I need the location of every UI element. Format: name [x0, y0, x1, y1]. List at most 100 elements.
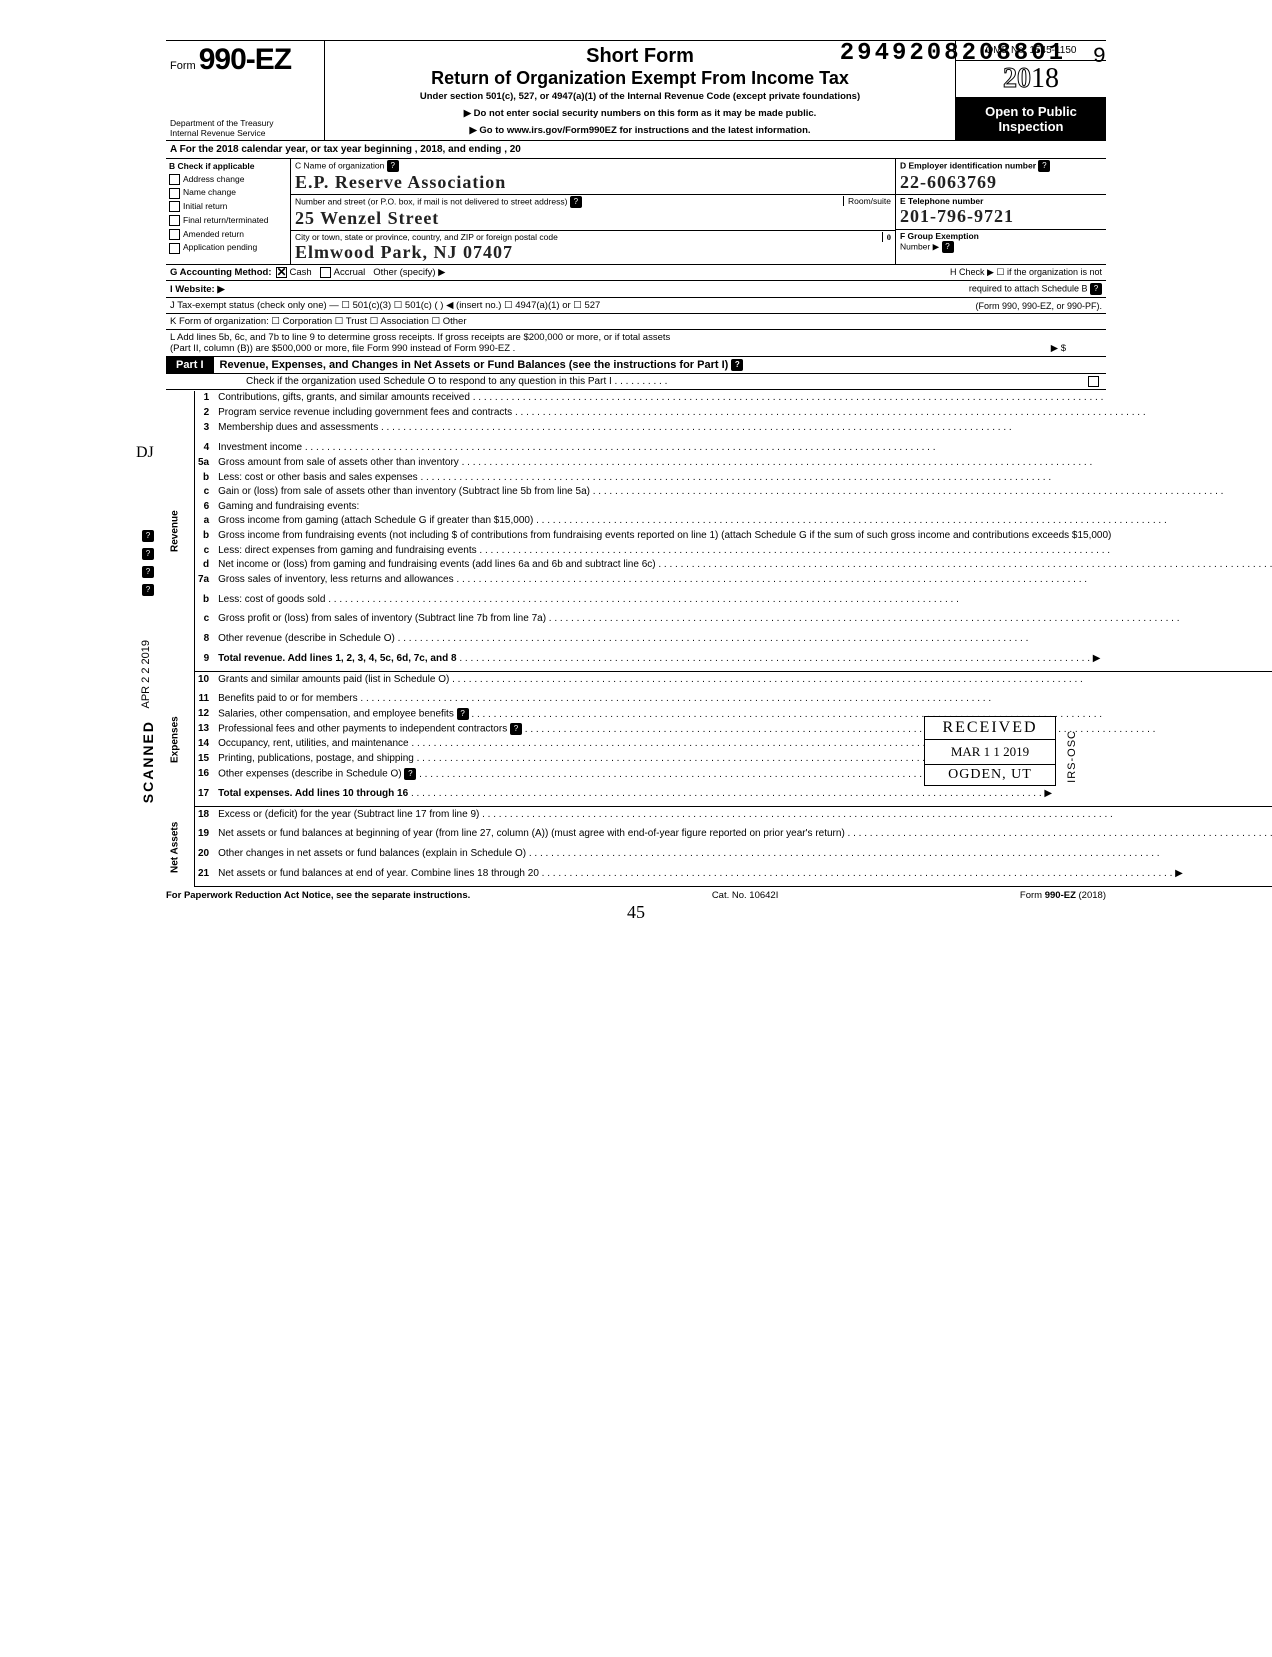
ein-label: D Employer identification number — [900, 160, 1036, 170]
stamp-date: MAR 1 1 2019 — [925, 740, 1055, 765]
footer-right: Form 990-EZ (2018) — [1020, 890, 1106, 901]
chk-cash[interactable] — [276, 267, 287, 278]
group-label2: Number ▶ — [900, 241, 939, 251]
line-no: b — [195, 528, 216, 543]
help-icon: ? — [387, 160, 399, 172]
line-13: 13 Professional fees and other payments … — [166, 722, 1272, 737]
line-19: 19 Net assets or fund balances at beginn… — [166, 827, 1272, 847]
line-no: 12 — [195, 707, 216, 722]
col-c-name-address: C Name of organization ? E.P. Reserve As… — [291, 159, 895, 264]
help-icon: ? — [942, 241, 954, 253]
chk-amended-return[interactable]: Amended return — [169, 229, 287, 240]
open-public: Open to Public Inspection — [956, 98, 1106, 140]
h-note1: H Check ▶ ☐ if the organization is not — [950, 267, 1102, 278]
g-label: G Accounting Method: — [170, 267, 272, 278]
part1-tab: Part I — [166, 357, 214, 373]
chk-accrual[interactable] — [320, 267, 331, 278]
chk-initial-return[interactable]: Initial return — [169, 201, 287, 212]
org-name-label: C Name of organization — [295, 160, 384, 170]
group-exemption-cell: F Group Exemption Number ▶ ? — [896, 230, 1106, 264]
row-a-tax-year: A For the 2018 calendar year, or tax yea… — [166, 141, 1106, 159]
form-number: Form 990-EZ — [170, 43, 320, 77]
line-no: 1 — [195, 391, 216, 406]
k-text: K Form of organization: ☐ Corporation ☐ … — [170, 316, 467, 327]
line-6b: b Gross income from fundraising events (… — [166, 528, 1272, 543]
scanned-stamp: SCANNED — [140, 720, 156, 803]
line-no: a — [195, 514, 216, 529]
scan-date: APR 2 2 2019 — [140, 640, 152, 709]
stamp-received: RECEIVED — [925, 717, 1055, 740]
line-text: Contributions, gifts, grants, and simila… — [215, 391, 1272, 406]
col-b-checkboxes: B Check if applicable Address change Nam… — [166, 159, 291, 264]
line-text: Net income or (loss) from gaming and fun… — [218, 559, 655, 570]
chk-application-pending[interactable]: Application pending — [169, 242, 287, 253]
line-no: c — [195, 543, 216, 558]
l-line1: L Add lines 5b, 6c, and 7b to line 9 to … — [170, 332, 1102, 343]
chk-final-return[interactable]: Final return/terminated — [169, 215, 287, 226]
line-18: Net Assets 18 Excess or (deficit) for th… — [166, 807, 1272, 827]
line-no: 9 — [195, 652, 216, 672]
line-text: Gross income from fundraising events (no… — [218, 530, 1111, 541]
dln-suffix: 9 — [1093, 44, 1106, 69]
sidelabel-revenue: Revenue — [166, 391, 195, 672]
line-no: b — [195, 470, 216, 485]
check-o-text: Check if the organization used Schedule … — [246, 376, 667, 387]
chk-address-change[interactable]: Address change — [169, 174, 287, 185]
line-text: Net assets or fund balances at end of ye… — [218, 868, 539, 879]
line-text: Occupancy, rent, utilities, and maintena… — [218, 738, 408, 749]
footer-mid: Cat. No. 10642I — [712, 890, 779, 901]
line-no: 16 — [195, 767, 216, 787]
street-cell: Number and street (or P.O. box, if mail … — [291, 195, 895, 231]
city-label: City or town, state or province, country… — [295, 232, 558, 242]
line-text: Benefits paid to or for members — [218, 693, 358, 704]
form-number-big: 990-EZ — [199, 43, 291, 76]
l-arrow: ▶ $ — [1051, 343, 1066, 354]
title-return: Return of Organization Exempt From Incom… — [331, 68, 949, 89]
chk-schedule-o[interactable] — [1088, 376, 1099, 387]
form-page: 2949208208801 9 DJ SCANNED APR 2 2 2019 … — [166, 40, 1106, 923]
line-no: 14 — [195, 737, 216, 752]
col-b-heading: B Check if applicable — [169, 161, 287, 171]
line-5c: c Gain or (loss) from sale of assets oth… — [166, 485, 1272, 500]
chk-label: Amended return — [183, 229, 244, 239]
footer-left: For Paperwork Reduction Act Notice, see … — [166, 890, 470, 901]
row-j-exempt-status: J Tax-exempt status (check only one) — ☐… — [166, 298, 1106, 314]
line-text: Less: direct expenses from gaming and fu… — [218, 545, 476, 556]
help-icon: ? — [404, 768, 416, 780]
line-2: 2 Program service revenue including gove… — [166, 406, 1272, 421]
line-text: Program service revenue including govern… — [218, 407, 512, 418]
line-no: 2 — [195, 406, 216, 421]
line-7c: c Gross profit or (loss) from sales of i… — [166, 612, 1272, 632]
line-text: Total revenue. Add lines 1, 2, 3, 4, 5c,… — [218, 653, 456, 664]
city-hw-suffix: 0 — [882, 232, 891, 242]
line-text: Less: cost of goods sold — [218, 594, 325, 605]
line-no: c — [195, 612, 216, 632]
line-no: 4 — [195, 441, 216, 456]
header-left: Form 990-EZ Department of the Treasury I… — [166, 41, 325, 140]
org-name-cell: C Name of organization ? E.P. Reserve As… — [291, 159, 895, 195]
opt-cash: Cash — [290, 267, 312, 278]
year-suffix: 18 — [1031, 63, 1059, 94]
line-no: 15 — [195, 752, 216, 767]
line-text: Total expenses. Add lines 10 through 16 — [218, 788, 408, 799]
chk-label: Address change — [183, 174, 244, 184]
line-text: Gross profit or (loss) from sales of inv… — [218, 613, 546, 624]
handwritten-45: 45 — [166, 902, 1106, 923]
line-12: 12 Salaries, other compensation, and emp… — [166, 707, 1272, 722]
row-k-form-org: K Form of organization: ☐ Corporation ☐ … — [166, 314, 1106, 330]
help-icon: ? — [731, 359, 743, 371]
line-7b: b Less: cost of goods sold 7b 20554 — [166, 592, 1272, 612]
notice-ssn: ▶ Do not enter social security numbers o… — [331, 108, 949, 119]
line-text: Excess or (deficit) for the year (Subtra… — [218, 809, 479, 820]
line-no: c — [195, 485, 216, 500]
line-no: d — [195, 558, 216, 573]
line-4: 4 Investment income 4 — [166, 441, 1272, 456]
opt-other: Other (specify) ▶ — [373, 267, 445, 278]
row-l-gross-receipts: L Add lines 5b, 6c, and 7b to line 9 to … — [166, 330, 1106, 357]
subtitle: Under section 501(c), 527, or 4947(a)(1)… — [331, 91, 949, 102]
line-text: Professional fees and other payments to … — [218, 724, 507, 735]
chk-name-change[interactable]: Name change — [169, 187, 287, 198]
row-g-accounting: G Accounting Method: Cash Accrual Other … — [166, 265, 1106, 281]
notice-url: ▶ Go to www.irs.gov/Form990EZ for instru… — [331, 125, 949, 136]
i-label: I Website: ▶ — [170, 284, 225, 295]
